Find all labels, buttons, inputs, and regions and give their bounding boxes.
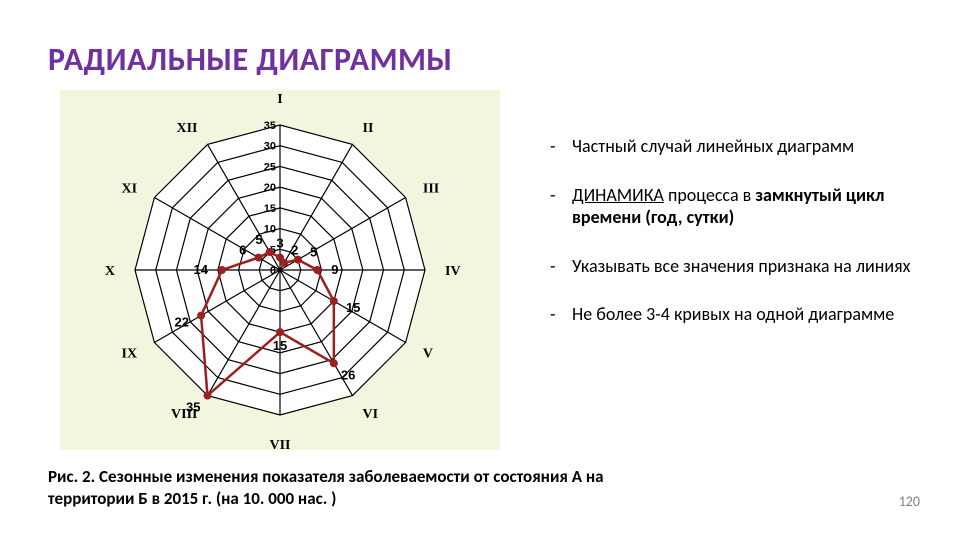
svg-text:25: 25 [264, 161, 276, 173]
svg-text:14: 14 [194, 262, 209, 277]
svg-text:30: 30 [264, 141, 276, 153]
bullet-item: Частный случай линейных диаграмм [550, 135, 940, 158]
svg-text:I: I [277, 92, 282, 107]
svg-text:20: 20 [264, 182, 276, 194]
svg-text:VII: VII [269, 438, 290, 450]
svg-text:26: 26 [341, 367, 355, 382]
bullet-item: Не более 3-4 кривых на одной диаграмме [550, 303, 940, 326]
svg-text:IV: IV [445, 264, 461, 279]
svg-text:15: 15 [273, 338, 287, 353]
figure-caption: Рис. 2. Сезонные изменения показателя за… [48, 466, 688, 510]
svg-text:IX: IX [122, 347, 138, 362]
svg-text:3: 3 [276, 236, 283, 251]
bullet-list: Частный случай линейных диаграмм ДИНАМИКА… [550, 135, 940, 352]
svg-text:9: 9 [331, 262, 338, 277]
svg-text:V: V [423, 347, 433, 362]
svg-text:III: III [423, 182, 439, 197]
svg-text:35: 35 [264, 120, 276, 132]
svg-text:5: 5 [310, 245, 317, 260]
svg-text:22: 22 [174, 315, 188, 330]
svg-text:10: 10 [264, 224, 276, 236]
svg-text:15: 15 [264, 203, 276, 215]
svg-text:II: II [363, 121, 374, 136]
svg-text:VI: VI [363, 407, 379, 422]
radar-chart: 05101520253035IIIIIIIVVVIVIIVIIIIXXXIXII… [60, 90, 500, 450]
svg-text:35: 35 [186, 400, 200, 415]
svg-text:0: 0 [270, 265, 276, 277]
svg-text:5: 5 [255, 232, 262, 247]
svg-text:XII: XII [176, 121, 197, 136]
svg-text:6: 6 [239, 243, 246, 258]
svg-text:2: 2 [291, 243, 298, 258]
svg-text:XI: XI [122, 182, 138, 197]
page-number: 120 [899, 493, 920, 510]
svg-text:15: 15 [346, 300, 360, 315]
page-title: РАДИАЛЬНЫЕ ДИАГРАММЫ [48, 40, 453, 79]
bullet-item: ДИНАМИКА процесса в замкнутый цикл време… [550, 184, 940, 229]
svg-text:X: X [105, 264, 115, 279]
bullet-item: Указывать все значения признака на линия… [550, 255, 940, 278]
